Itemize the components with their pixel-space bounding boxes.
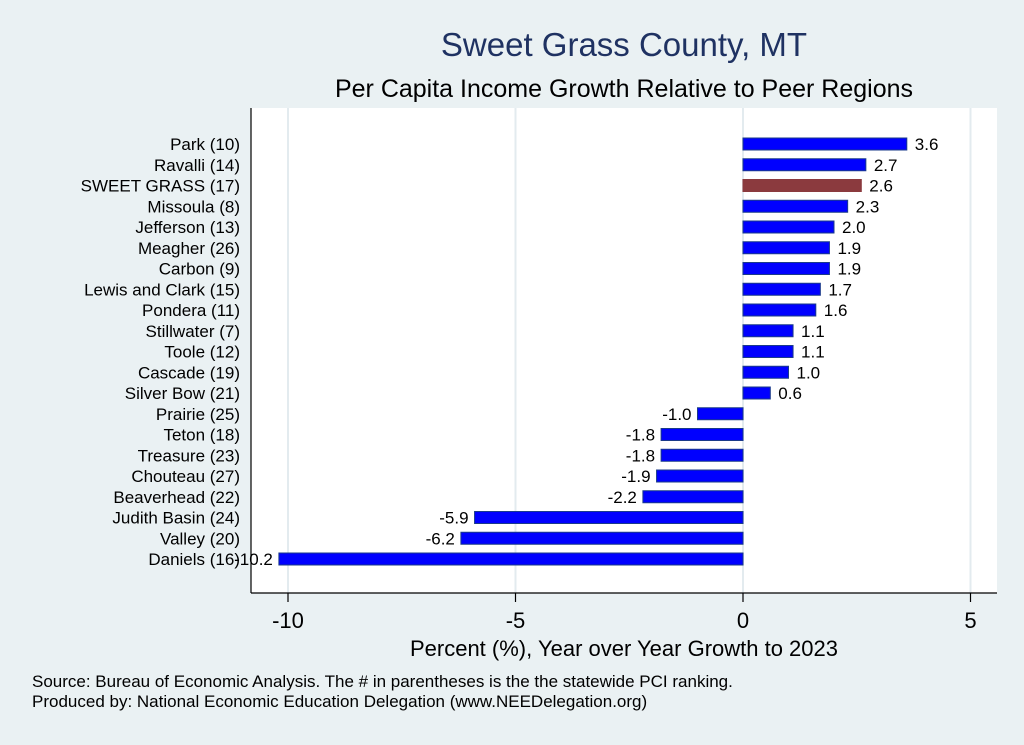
category-label: Silver Bow (21) — [125, 384, 240, 403]
bar — [460, 531, 744, 545]
category-label: Meagher (26) — [138, 239, 240, 258]
bar — [742, 220, 835, 234]
category-label: Teton (18) — [163, 426, 240, 445]
category-label: Judith Basin (24) — [112, 509, 240, 528]
category-label: Pondera (11) — [142, 301, 240, 320]
category-label: Jefferson (13) — [135, 218, 240, 237]
value-label: 2.3 — [856, 197, 880, 216]
value-label: -6.2 — [426, 529, 455, 548]
value-label: 0.6 — [778, 384, 802, 403]
value-label: -1.8 — [626, 446, 655, 465]
bar — [642, 490, 744, 504]
value-label: -10.2 — [234, 550, 273, 569]
category-label: Daniels (16) — [148, 550, 240, 569]
x-tick-label: 0 — [737, 608, 749, 633]
value-label: 1.7 — [828, 280, 852, 299]
category-label: Park (10) — [170, 135, 240, 154]
x-tick-label: -10 — [272, 608, 304, 633]
bar — [742, 137, 908, 151]
x-tick-label: 5 — [964, 608, 976, 633]
value-label: 2.7 — [874, 156, 898, 175]
bar — [742, 282, 821, 296]
bar — [656, 469, 744, 483]
bar — [742, 262, 830, 275]
bar — [742, 386, 771, 400]
value-label: -1.9 — [621, 467, 650, 486]
bar — [742, 158, 867, 172]
value-label: 1.1 — [801, 343, 825, 362]
bar — [742, 241, 830, 255]
bar — [742, 303, 817, 317]
bar — [742, 345, 794, 358]
category-label: Carbon (9) — [159, 260, 240, 279]
category-label: Ravalli (14) — [154, 156, 240, 175]
category-label: Beaverhead (22) — [113, 488, 240, 507]
produced-by-note: Produced by: National Economic Education… — [32, 692, 648, 711]
value-label: 3.6 — [915, 135, 939, 154]
x-tick-label: -5 — [506, 608, 526, 633]
value-label: -1.8 — [626, 426, 655, 445]
category-label: Valley (20) — [160, 529, 240, 548]
x-axis-label: Percent (%), Year over Year Growth to 20… — [410, 636, 838, 661]
bar — [278, 552, 744, 566]
category-label: Cascade (19) — [138, 363, 240, 382]
bar — [474, 511, 744, 524]
value-label: 2.0 — [842, 218, 866, 237]
category-label: Stillwater (7) — [146, 322, 240, 341]
bar — [742, 365, 789, 379]
category-label: Toole (12) — [164, 343, 240, 362]
bar — [742, 324, 794, 338]
value-label: 1.6 — [824, 301, 848, 320]
source-note: Source: Bureau of Economic Analysis. The… — [32, 672, 733, 691]
category-label: Treasure (23) — [138, 446, 240, 465]
category-label: Lewis and Clark (15) — [84, 280, 240, 299]
value-label: 1.9 — [837, 239, 861, 258]
bar — [660, 448, 744, 462]
category-label: Chouteau (27) — [131, 467, 240, 486]
category-label: SWEET GRASS (17) — [81, 177, 240, 196]
value-label: -5.9 — [439, 509, 468, 528]
value-label: -2.2 — [608, 488, 637, 507]
value-label: 1.9 — [837, 260, 861, 279]
value-label: 1.1 — [801, 322, 825, 341]
value-label: -1.0 — [662, 405, 691, 424]
value-label: 1.0 — [797, 363, 821, 382]
bar — [742, 199, 849, 213]
bar-highlight — [742, 179, 862, 192]
chart-subtitle: Per Capita Income Growth Relative to Pee… — [334, 75, 914, 103]
bar — [697, 407, 744, 421]
category-label: Prairie (25) — [156, 405, 240, 424]
chart-title: Sweet Grass County, MT — [440, 26, 808, 63]
value-label: 2.6 — [869, 177, 893, 196]
bar — [660, 428, 744, 441]
category-label: Missoula (8) — [147, 197, 240, 216]
